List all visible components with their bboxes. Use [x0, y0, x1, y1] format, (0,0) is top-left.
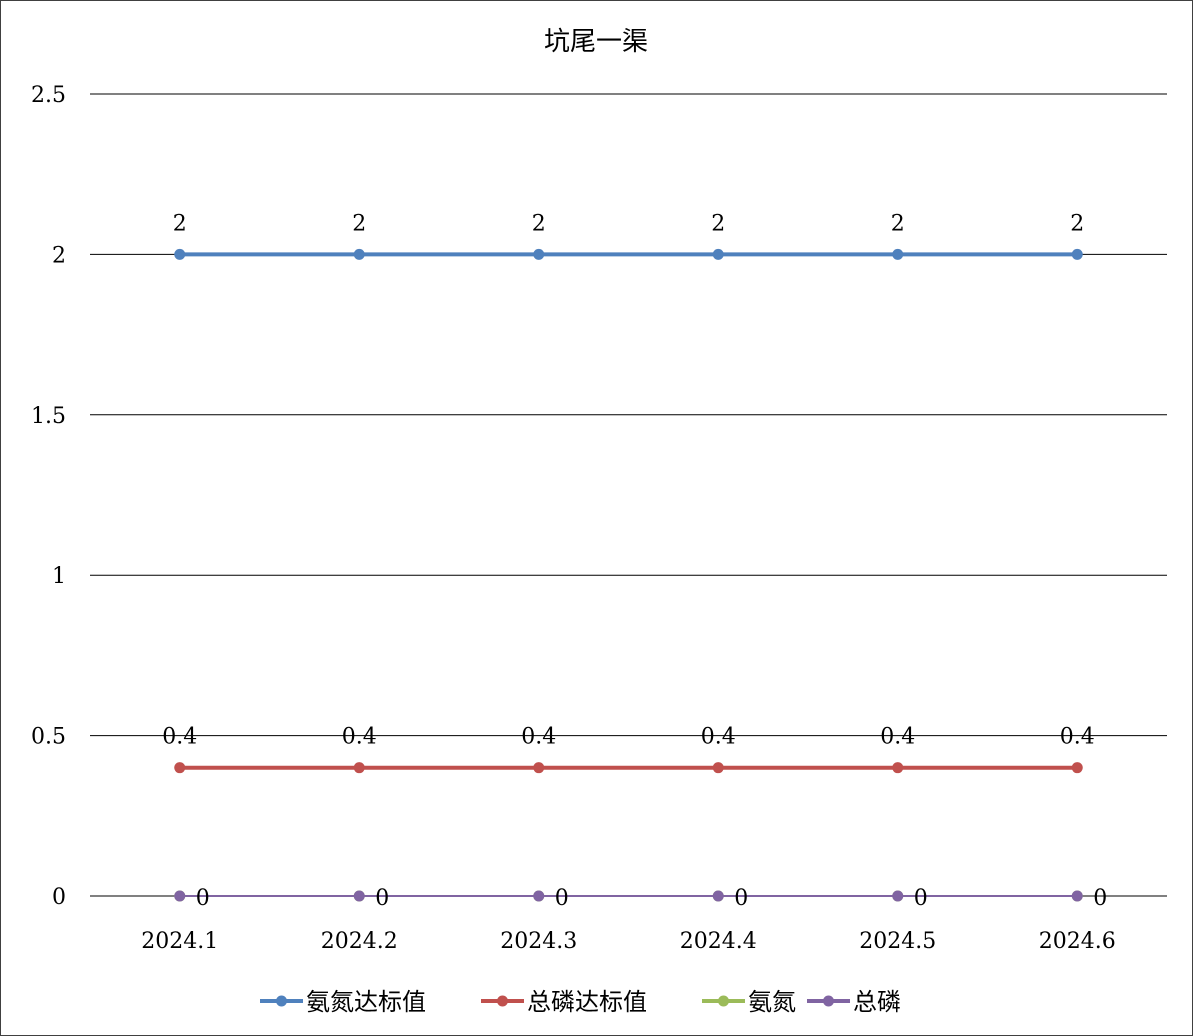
x-axis-ticks: 2024.1 2024.2 2024.3 2024.4 2024.5 2024.6 [141, 929, 1115, 954]
x-tick-label: 2024.6 [1039, 929, 1116, 954]
data-label: 0 [914, 886, 928, 911]
y-tick-label: 0.5 [31, 725, 66, 750]
y-tick-label: 2.5 [31, 83, 66, 108]
gridlines [90, 93, 1167, 897]
chart-title: 坑尾一渠 [544, 27, 648, 57]
y-axis-ticks: 0 0.5 1 1.5 2 2.5 [31, 83, 66, 910]
data-label: 0 [555, 886, 569, 911]
data-point [892, 248, 904, 260]
data-label: 0.4 [162, 725, 197, 750]
legend-label: 氨氮 [748, 988, 796, 1016]
data-point [533, 248, 545, 260]
data-point [1071, 248, 1083, 260]
data-point [353, 248, 365, 260]
x-tick-label: 2024.1 [141, 929, 218, 954]
series-group [174, 248, 1083, 902]
x-tick-label: 2024.2 [321, 929, 398, 954]
data-label: 0 [734, 886, 748, 911]
data-label: 2 [891, 211, 905, 236]
data-point [1071, 890, 1083, 902]
data-point [174, 890, 186, 902]
data-point [712, 762, 724, 774]
legend-marker [276, 995, 287, 1007]
data-point [1071, 762, 1083, 774]
legend-label: 总磷 [853, 988, 901, 1016]
data-label: 0.4 [880, 725, 915, 750]
data-label: 2 [173, 211, 187, 236]
x-tick-label: 2024.4 [680, 929, 757, 954]
x-tick-label: 2024.5 [859, 929, 936, 954]
data-label: 0.4 [342, 725, 377, 750]
data-point [174, 248, 186, 260]
x-tick-label: 2024.3 [500, 929, 577, 954]
data-point [174, 762, 186, 774]
y-tick-label: 1 [52, 564, 66, 589]
data-label: 0.4 [1060, 725, 1095, 750]
y-tick-label: 2 [52, 243, 66, 268]
data-point [892, 762, 904, 774]
data-label: 0.4 [701, 725, 736, 750]
y-tick-label: 1.5 [31, 404, 66, 429]
data-label: 2 [711, 211, 725, 236]
data-label: 2 [352, 211, 366, 236]
data-point [533, 890, 545, 902]
data-labels: 2 2 2 2 2 2 0.4 0.4 0.4 0.4 0.4 0.4 0 0 0 0 0 0 [162, 211, 1107, 911]
data-label: 2 [532, 211, 546, 236]
legend-marker [823, 995, 834, 1007]
legend-marker [497, 995, 508, 1007]
data-point [533, 762, 545, 774]
data-point [892, 890, 904, 902]
data-label: 0.4 [521, 725, 556, 750]
data-point [712, 890, 724, 902]
data-point [353, 890, 365, 902]
y-tick-label: 0 [52, 885, 66, 910]
data-label: 0 [1093, 886, 1107, 911]
data-label: 0 [375, 886, 389, 911]
data-point [353, 762, 365, 774]
data-label: 2 [1070, 211, 1084, 236]
legend-marker [718, 995, 729, 1007]
legend-label: 氨氮达标值 [306, 988, 426, 1016]
data-label: 0 [196, 886, 210, 911]
legend-label: 总磷达标值 [527, 988, 647, 1016]
data-point [712, 248, 724, 260]
legend: 氨氮达标值 总磷达标值 氨氮 总磷 [260, 988, 901, 1016]
